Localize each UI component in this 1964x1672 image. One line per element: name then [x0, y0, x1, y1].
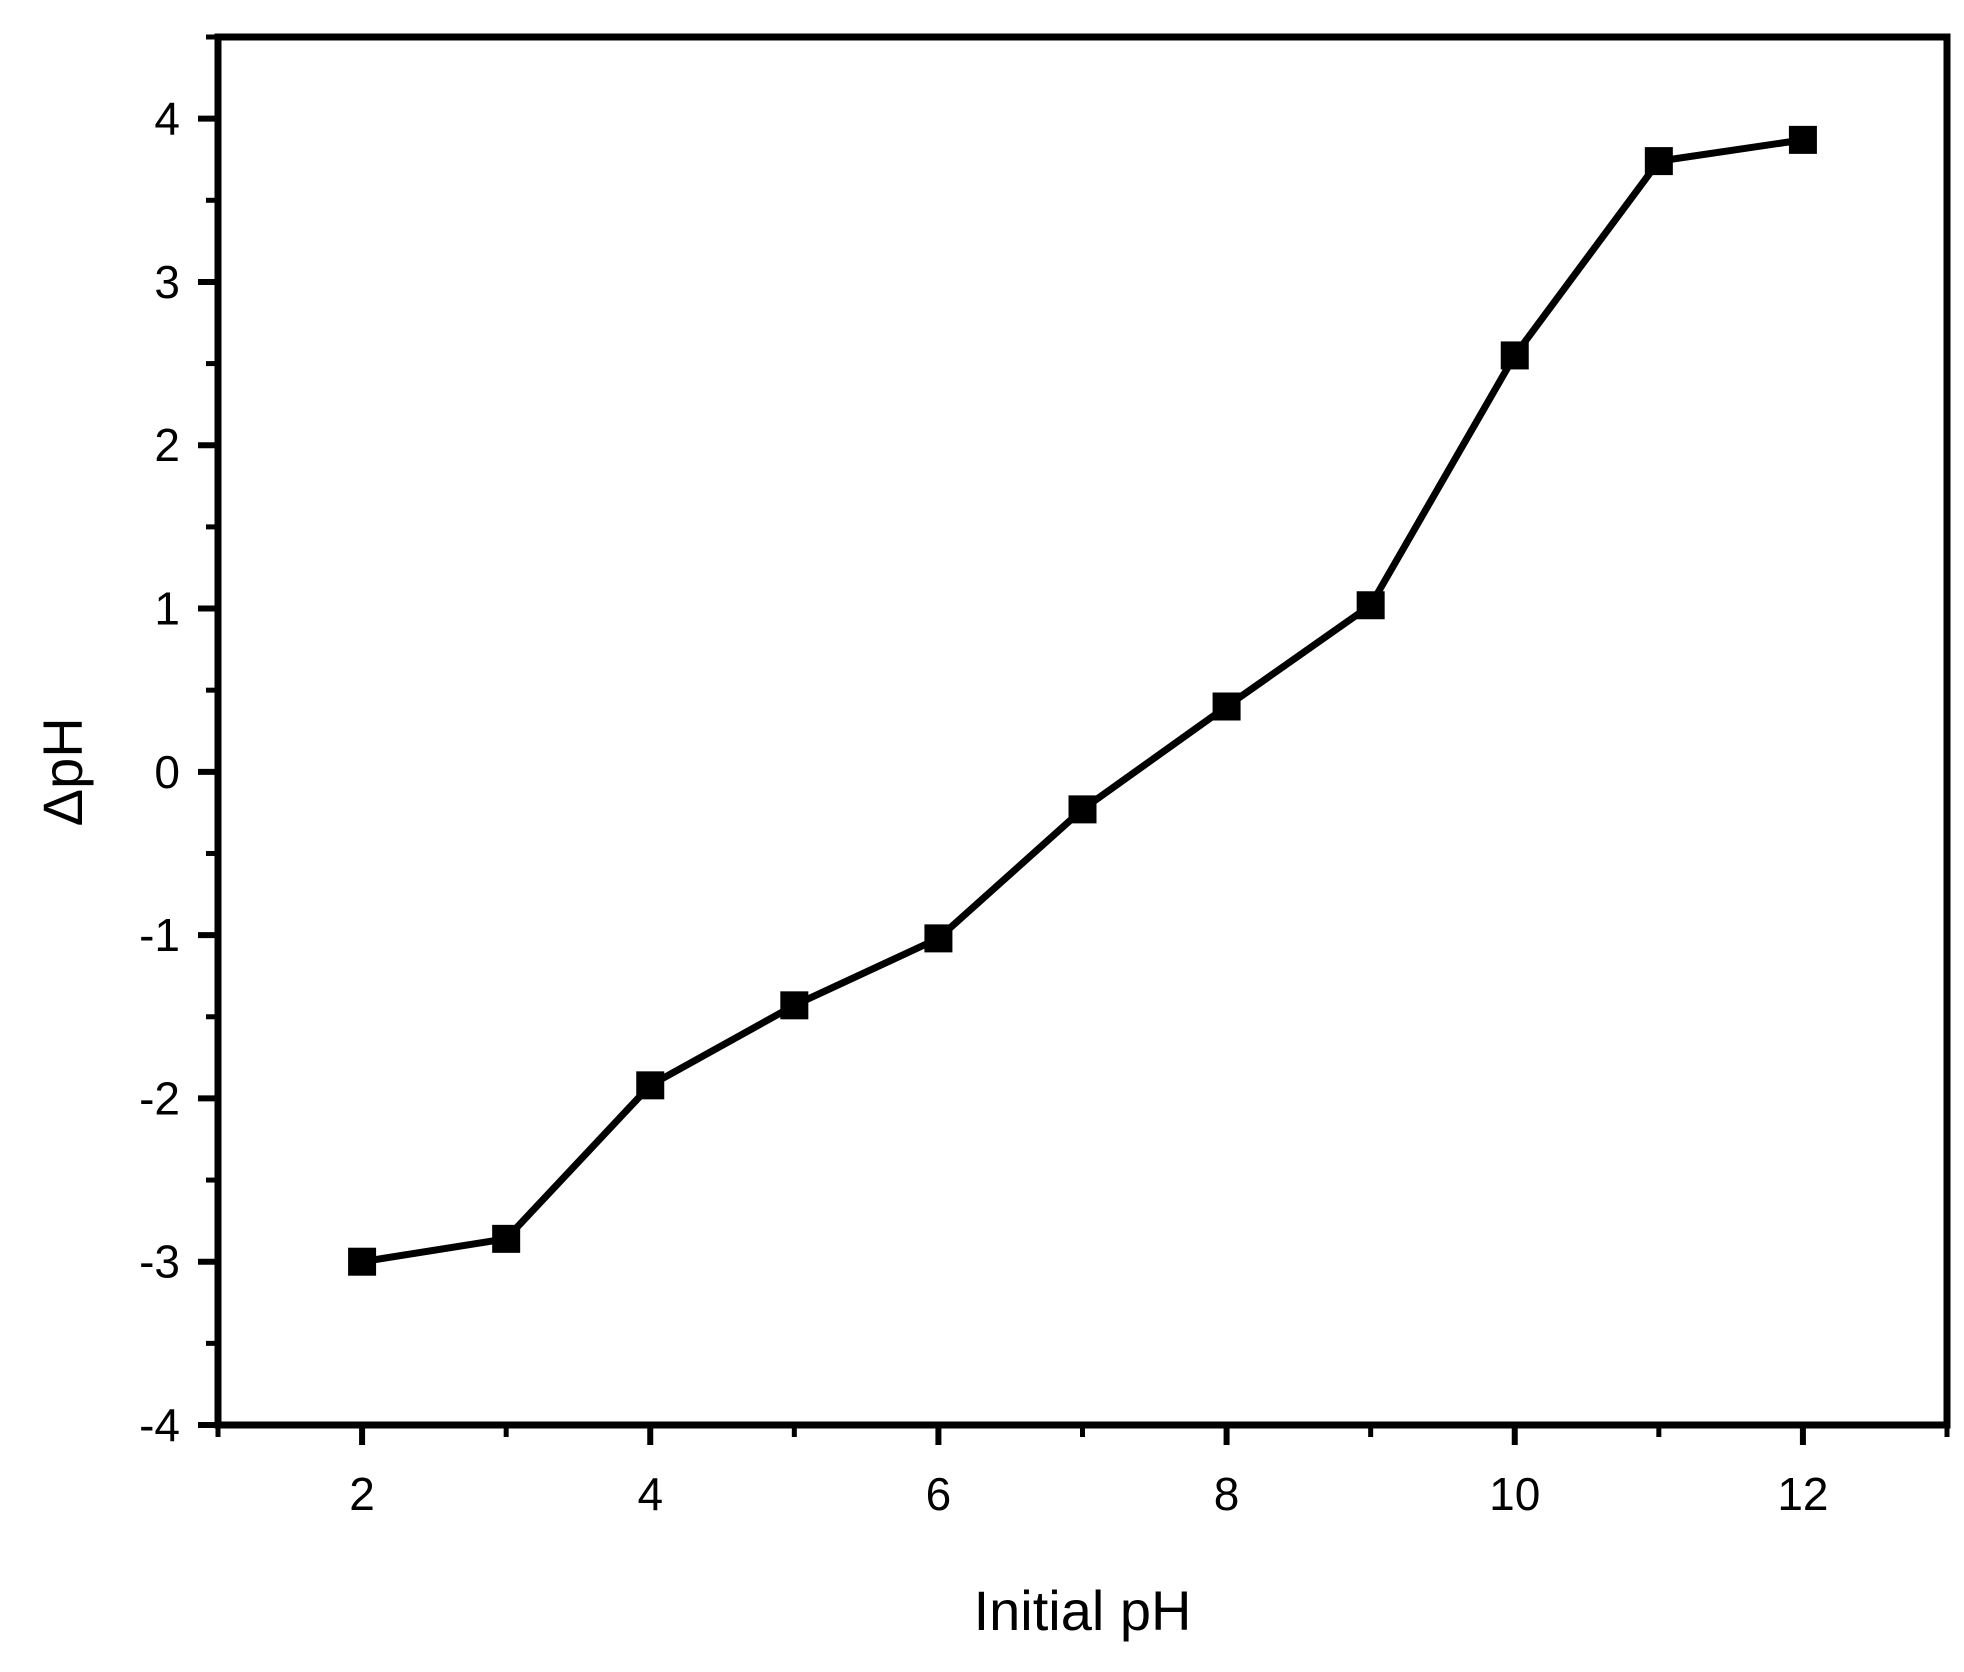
data-point-marker	[1356, 591, 1385, 620]
series-layer	[348, 125, 1817, 1276]
data-point-marker	[780, 991, 809, 1020]
data-point-marker	[1500, 341, 1529, 370]
data-point-marker	[1212, 692, 1241, 721]
x-tick-label: 2	[349, 1468, 375, 1520]
y-tick-label: -1	[139, 909, 180, 961]
x-axis-title: Initial pH	[974, 1579, 1192, 1642]
data-point-marker	[636, 1071, 665, 1100]
x-tick-label: 6	[926, 1468, 952, 1520]
data-point-marker	[348, 1247, 377, 1276]
data-point-marker	[1068, 795, 1097, 824]
y-tick-label: 0	[154, 746, 180, 798]
y-tick-label: 4	[154, 93, 180, 145]
x-tick-label: 4	[637, 1468, 663, 1520]
x-tick-label: 12	[1777, 1468, 1828, 1520]
y-tick-label: 1	[154, 583, 180, 635]
y-tick-label: 2	[154, 419, 180, 471]
y-axis-title: ΔpH	[31, 717, 94, 826]
minor-ticks	[206, 34, 1950, 1437]
y-tick-label: -3	[139, 1236, 180, 1288]
data-point-marker	[1644, 147, 1673, 176]
plot-frame	[214, 33, 1951, 1429]
x-tick-label: 10	[1489, 1468, 1540, 1520]
series-line	[361, 136, 1804, 1266]
y-tick-label: -2	[139, 1072, 180, 1124]
data-point-marker	[492, 1224, 521, 1253]
data-point-marker	[924, 924, 953, 953]
y-tick-label: 3	[154, 256, 180, 308]
data-point-marker	[1788, 125, 1817, 154]
x-tick-label: 8	[1214, 1468, 1240, 1520]
y-tick-label: -4	[139, 1399, 180, 1451]
